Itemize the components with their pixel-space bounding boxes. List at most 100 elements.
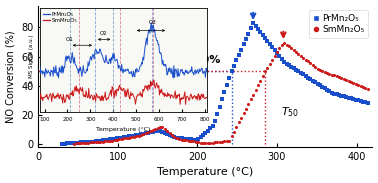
Point xyxy=(293,68,299,71)
Point xyxy=(133,135,139,138)
Point xyxy=(303,58,309,61)
Point xyxy=(271,48,277,51)
Point xyxy=(138,133,144,136)
Point xyxy=(319,69,325,72)
Point xyxy=(59,142,65,145)
Point xyxy=(116,137,122,139)
Point xyxy=(296,53,302,55)
Point xyxy=(109,139,115,142)
Point xyxy=(188,140,194,143)
Point xyxy=(284,43,290,46)
Point xyxy=(102,140,108,143)
Point xyxy=(217,141,223,143)
Point xyxy=(288,47,294,50)
Point xyxy=(83,141,89,144)
Point xyxy=(334,93,340,96)
Point xyxy=(176,138,182,141)
Point xyxy=(164,129,170,132)
Point xyxy=(245,32,251,35)
Point xyxy=(329,91,335,94)
Point xyxy=(240,112,246,115)
Point xyxy=(107,140,113,143)
Point xyxy=(124,137,130,139)
Point xyxy=(329,73,335,76)
Point xyxy=(338,94,344,97)
Point xyxy=(124,135,130,138)
Point xyxy=(236,54,242,57)
Text: $T_{50}$: $T_{50}$ xyxy=(281,105,299,119)
Point xyxy=(276,54,282,57)
Point xyxy=(260,75,266,78)
Point xyxy=(64,142,70,145)
Point xyxy=(226,77,232,80)
Point xyxy=(85,141,91,143)
Point xyxy=(279,57,285,60)
Point xyxy=(348,97,354,100)
Point xyxy=(358,85,364,87)
Point xyxy=(274,51,280,54)
Point xyxy=(307,78,313,81)
Point xyxy=(207,141,213,144)
Point xyxy=(114,137,120,140)
Point xyxy=(140,132,146,135)
Point xyxy=(341,95,347,98)
Point xyxy=(121,136,127,139)
Point xyxy=(243,107,249,110)
Point xyxy=(281,41,287,44)
Point xyxy=(338,77,344,80)
Point xyxy=(345,96,352,99)
Point xyxy=(193,138,199,141)
Point xyxy=(327,72,333,75)
Point xyxy=(81,141,87,144)
Point xyxy=(233,126,239,129)
Point xyxy=(88,141,94,144)
Point xyxy=(267,62,273,65)
Point xyxy=(343,96,349,98)
Point xyxy=(248,98,254,101)
Point xyxy=(360,100,366,103)
Point xyxy=(112,139,118,142)
Point xyxy=(298,54,304,57)
Point xyxy=(231,130,237,133)
Point xyxy=(100,140,106,143)
Point xyxy=(314,67,321,70)
Point xyxy=(183,139,189,142)
Point xyxy=(262,70,268,73)
Point xyxy=(78,141,84,144)
Point xyxy=(291,49,297,52)
Point xyxy=(193,140,199,143)
Point xyxy=(195,138,201,141)
Point xyxy=(358,100,364,102)
Y-axis label: NO Conversion (%): NO Conversion (%) xyxy=(6,30,15,123)
Point xyxy=(240,43,246,46)
Point xyxy=(224,140,230,143)
Point xyxy=(129,136,135,139)
Point xyxy=(212,119,218,122)
Point xyxy=(191,140,197,143)
Point xyxy=(348,81,354,84)
Point xyxy=(186,138,192,141)
Point xyxy=(296,70,302,73)
Point xyxy=(255,28,261,31)
Point xyxy=(355,99,361,102)
Point xyxy=(324,88,330,91)
Point xyxy=(73,141,79,144)
Point xyxy=(312,66,318,69)
Point xyxy=(219,98,225,101)
Point xyxy=(319,85,325,88)
Point xyxy=(181,137,187,140)
Point xyxy=(322,70,328,73)
Point xyxy=(171,135,177,138)
Point xyxy=(176,137,182,139)
Point xyxy=(281,60,287,63)
Point xyxy=(131,134,137,137)
Point xyxy=(298,72,304,74)
Point xyxy=(107,138,113,141)
Point xyxy=(253,25,259,27)
Point xyxy=(78,142,84,145)
Point xyxy=(253,89,259,92)
Point xyxy=(198,136,204,139)
Point xyxy=(147,131,153,134)
Point xyxy=(62,142,68,145)
Point xyxy=(152,130,158,132)
